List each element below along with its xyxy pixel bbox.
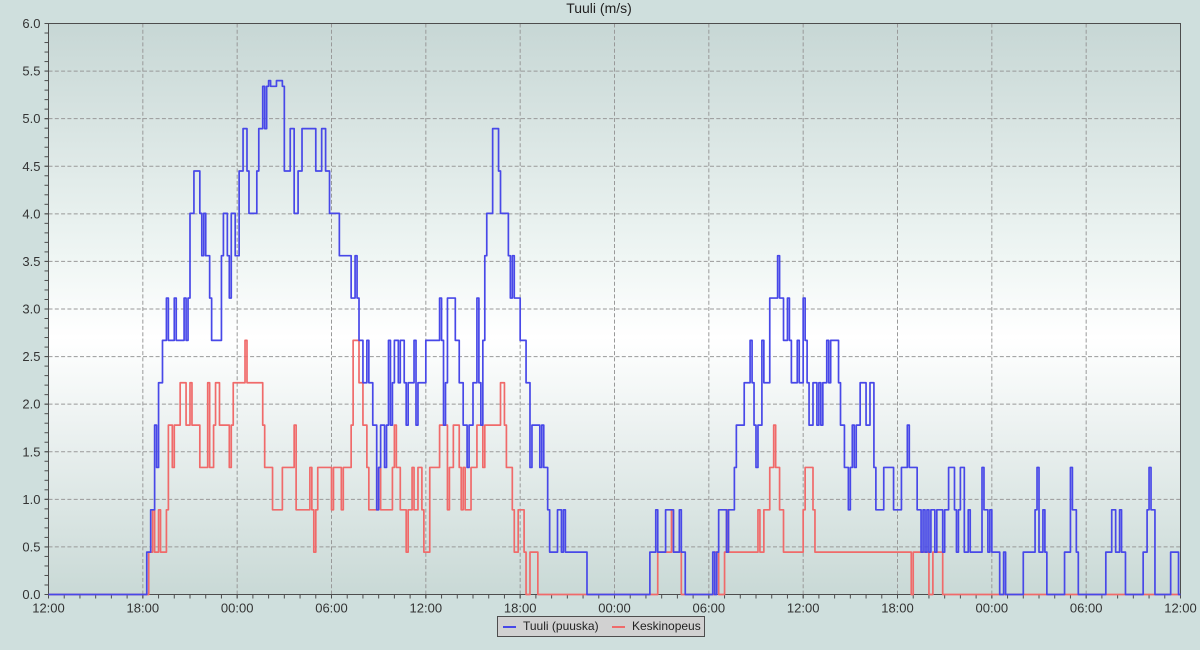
svg-text:0.5: 0.5 <box>22 539 40 554</box>
svg-text:12:00: 12:00 <box>1164 601 1197 616</box>
svg-text:18:00: 18:00 <box>127 601 160 616</box>
svg-text:2.5: 2.5 <box>22 349 40 364</box>
svg-text:12:00: 12:00 <box>787 601 820 616</box>
svg-text:3.0: 3.0 <box>22 302 40 317</box>
svg-text:5.0: 5.0 <box>22 111 40 126</box>
svg-text:18:00: 18:00 <box>881 601 914 616</box>
svg-text:4.0: 4.0 <box>22 206 40 221</box>
svg-text:0.0: 0.0 <box>22 587 40 602</box>
svg-text:6.0: 6.0 <box>22 16 40 31</box>
svg-text:00:00: 00:00 <box>598 601 631 616</box>
svg-text:06:00: 06:00 <box>315 601 348 616</box>
svg-text:4.5: 4.5 <box>22 159 40 174</box>
svg-text:06:00: 06:00 <box>1070 601 1103 616</box>
svg-text:00:00: 00:00 <box>221 601 254 616</box>
svg-text:5.5: 5.5 <box>22 64 40 79</box>
svg-text:18:00: 18:00 <box>504 601 537 616</box>
svg-text:12:00: 12:00 <box>410 601 443 616</box>
svg-text:1.0: 1.0 <box>22 492 40 507</box>
svg-text:Tuuli (m/s): Tuuli (m/s) <box>566 0 632 16</box>
svg-text:1.5: 1.5 <box>22 444 40 459</box>
svg-text:06:00: 06:00 <box>693 601 726 616</box>
svg-text:3.5: 3.5 <box>22 254 40 269</box>
svg-text:12:00: 12:00 <box>32 601 65 616</box>
svg-text:00:00: 00:00 <box>976 601 1009 616</box>
svg-text:2.0: 2.0 <box>22 397 40 412</box>
